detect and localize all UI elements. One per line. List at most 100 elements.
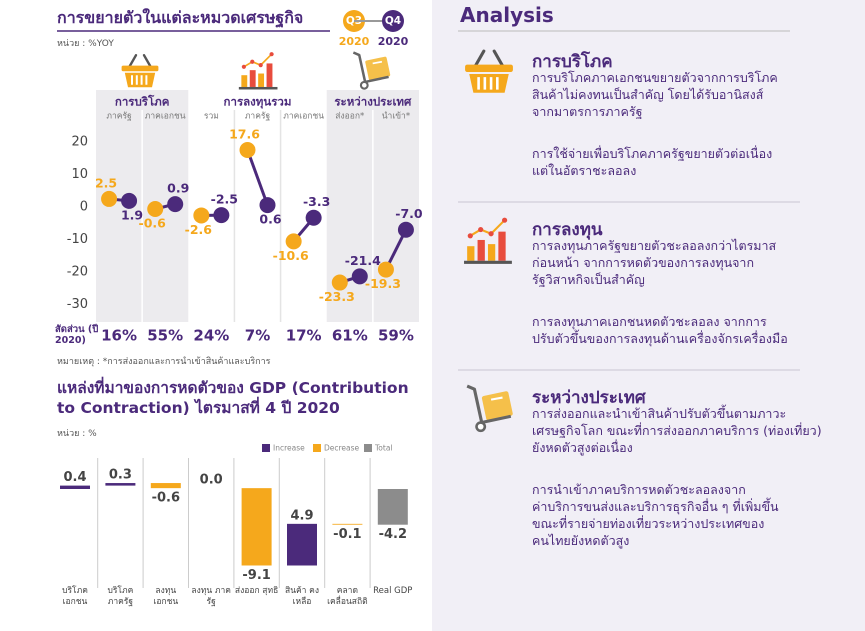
y-tick-label: -20 [67, 264, 88, 279]
share-value: 16% [101, 327, 137, 345]
paragraph-line: การบริโภคภาคเอกชนขยายตัวจากการบริโภค [532, 70, 778, 85]
value-label: -10.6 [273, 248, 309, 263]
group-label: ระหว่างประเทศ [334, 95, 412, 109]
bar [150, 483, 181, 489]
y-tick-label: 20 [71, 135, 88, 150]
category-label: ส่งออก สุทธิ [234, 586, 279, 596]
bar [105, 483, 136, 486]
y-tick-label: -30 [67, 297, 88, 312]
paragraph-line: เศรษฐกิจโลก ขณะที่การส่งออกภาคบริการ (ท่… [532, 423, 822, 438]
paragraph-line: สินค้าไม่คงทนเป็นสำคัญ โดยได้รับอานิสงส์ [532, 87, 764, 102]
paragraph-line: รัฐวิสาหกิจเป็นสำคัญ [532, 272, 645, 287]
value-label: 1.9 [121, 207, 143, 222]
legend-label: Total [374, 444, 393, 453]
dot [193, 207, 210, 224]
section-heading: ระหว่างประเทศ [532, 388, 646, 408]
dot [259, 197, 276, 214]
share-value: 17% [286, 327, 322, 345]
legend-swatch [364, 444, 372, 452]
paragraph-line: ค่าบริการขนส่งและบริการธุรกิจอื่น ๆ ที่เ… [532, 499, 779, 514]
category-label: นำเข้า* [382, 111, 410, 122]
category-label: ลงทุน ภาครัฐ [191, 586, 231, 607]
chart-title: แหล่งที่มาของการหดตัวของ GDP (Contributi… [57, 379, 409, 417]
section-heading: การลงทุน [532, 220, 603, 240]
category-label: รวม [204, 112, 219, 122]
category-label: คลาด เคลื่อนสถิติ [327, 586, 368, 607]
legend-year: 2020 [339, 35, 370, 48]
bar [241, 488, 272, 566]
category-label: สินค้า คงเหลือ [285, 586, 319, 607]
group-label: การบริโภค [115, 94, 170, 109]
value-label: 0.4 [63, 470, 86, 485]
share-value: 61% [332, 327, 368, 345]
value-label: -21.4 [345, 253, 381, 268]
connector [246, 149, 269, 206]
category-label: บริโภค ภาครัฐ [107, 586, 134, 607]
panel-title: Analysis [460, 3, 554, 27]
bar [60, 485, 90, 489]
dot [397, 221, 414, 238]
paragraph-line: การลงทุนภาคเอกชนหดตัวชะลอลง จากการ [532, 314, 767, 329]
legend-label: Decrease [324, 444, 360, 453]
unit-label: หน่วย : %YOY [57, 39, 114, 49]
share-value: 24% [193, 327, 229, 345]
value-label: -23.3 [319, 289, 355, 304]
value-label: -2.5 [211, 192, 238, 207]
share-value: 7% [245, 327, 270, 345]
value-label: -3.3 [303, 194, 330, 209]
category-label: ภาคเอกชน [145, 112, 186, 122]
paragraph-line: แต่ในอัตราชะลอลง [532, 163, 637, 178]
y-tick-label: 10 [71, 167, 88, 182]
dot [147, 200, 164, 217]
y-tick-label: -10 [67, 232, 88, 247]
value-label: 0.0 [200, 473, 223, 488]
icon [238, 51, 279, 91]
paragraph-line: ก่อนหน้า จากการหดตัวของการลงทุนจาก [532, 255, 755, 270]
dot [239, 141, 256, 158]
dot [285, 233, 302, 250]
legend-swatch [382, 10, 404, 32]
category-label: Real GDP [373, 586, 413, 596]
paragraph-line: คนไทยยังหดตัวสูง [532, 533, 630, 548]
bar [377, 489, 408, 525]
note: หมายเหตุ : *การส่งออกและการนำเข้าสินค้าแ… [57, 357, 271, 367]
legend-label: Increase [273, 444, 305, 453]
paragraph-line: ยังหดตัวสูงต่อเนื่อง [532, 440, 633, 455]
category-label: ภาครัฐ [106, 112, 132, 122]
dot [377, 261, 394, 278]
group-label: การลงทุนรวม [224, 95, 292, 110]
value-label: -2.6 [185, 222, 213, 237]
paragraph-line: การใช้จ่ายเพื่อบริโภคภาครัฐขยายตัวต่อเนื… [532, 146, 773, 161]
dot [305, 209, 322, 226]
paragraph-line: จากมาตรการภาครัฐ [532, 104, 643, 119]
value-label: -4.2 [379, 527, 407, 542]
legend-year: 2020 [378, 35, 409, 48]
unit-label: หน่วย : % [57, 429, 97, 439]
dot [121, 192, 138, 209]
value-label: -19.3 [365, 276, 401, 291]
dot [331, 274, 348, 291]
dot [101, 190, 118, 207]
chart-title: การขยายตัวในแต่ละหมวดเศรษฐกิจ [57, 8, 304, 27]
value-label: 4.9 [290, 508, 313, 523]
category-label: ลงทุน เอกชน [153, 586, 179, 607]
paragraph-line: การนำเข้าภาคบริการหดตัวชะลอลงจาก [532, 482, 746, 497]
paragraph-line: การลงทุนภาครัฐขยายตัวชะลอลงกว่าไตรมาส [532, 238, 777, 253]
value-label: -0.6 [152, 491, 180, 506]
dot [167, 196, 184, 213]
value-label: 0.3 [109, 468, 132, 483]
category-label: ภาคเอกชน [283, 112, 324, 122]
category-label: ภาครัฐ [245, 112, 271, 122]
value-label: -9.1 [242, 568, 270, 583]
legend-swatch [262, 444, 270, 452]
value-label: 17.6 [229, 126, 260, 141]
paragraph-line: ขณะที่รายจ่ายท่องเที่ยวระหว่างประเทศของ [532, 516, 765, 531]
value-label: -7.0 [395, 206, 423, 221]
legend-label: Q4 [385, 15, 401, 27]
dot [351, 268, 368, 285]
category-label: บริโภค เอกชน [62, 586, 88, 607]
icon [120, 54, 160, 89]
bar [332, 523, 363, 525]
